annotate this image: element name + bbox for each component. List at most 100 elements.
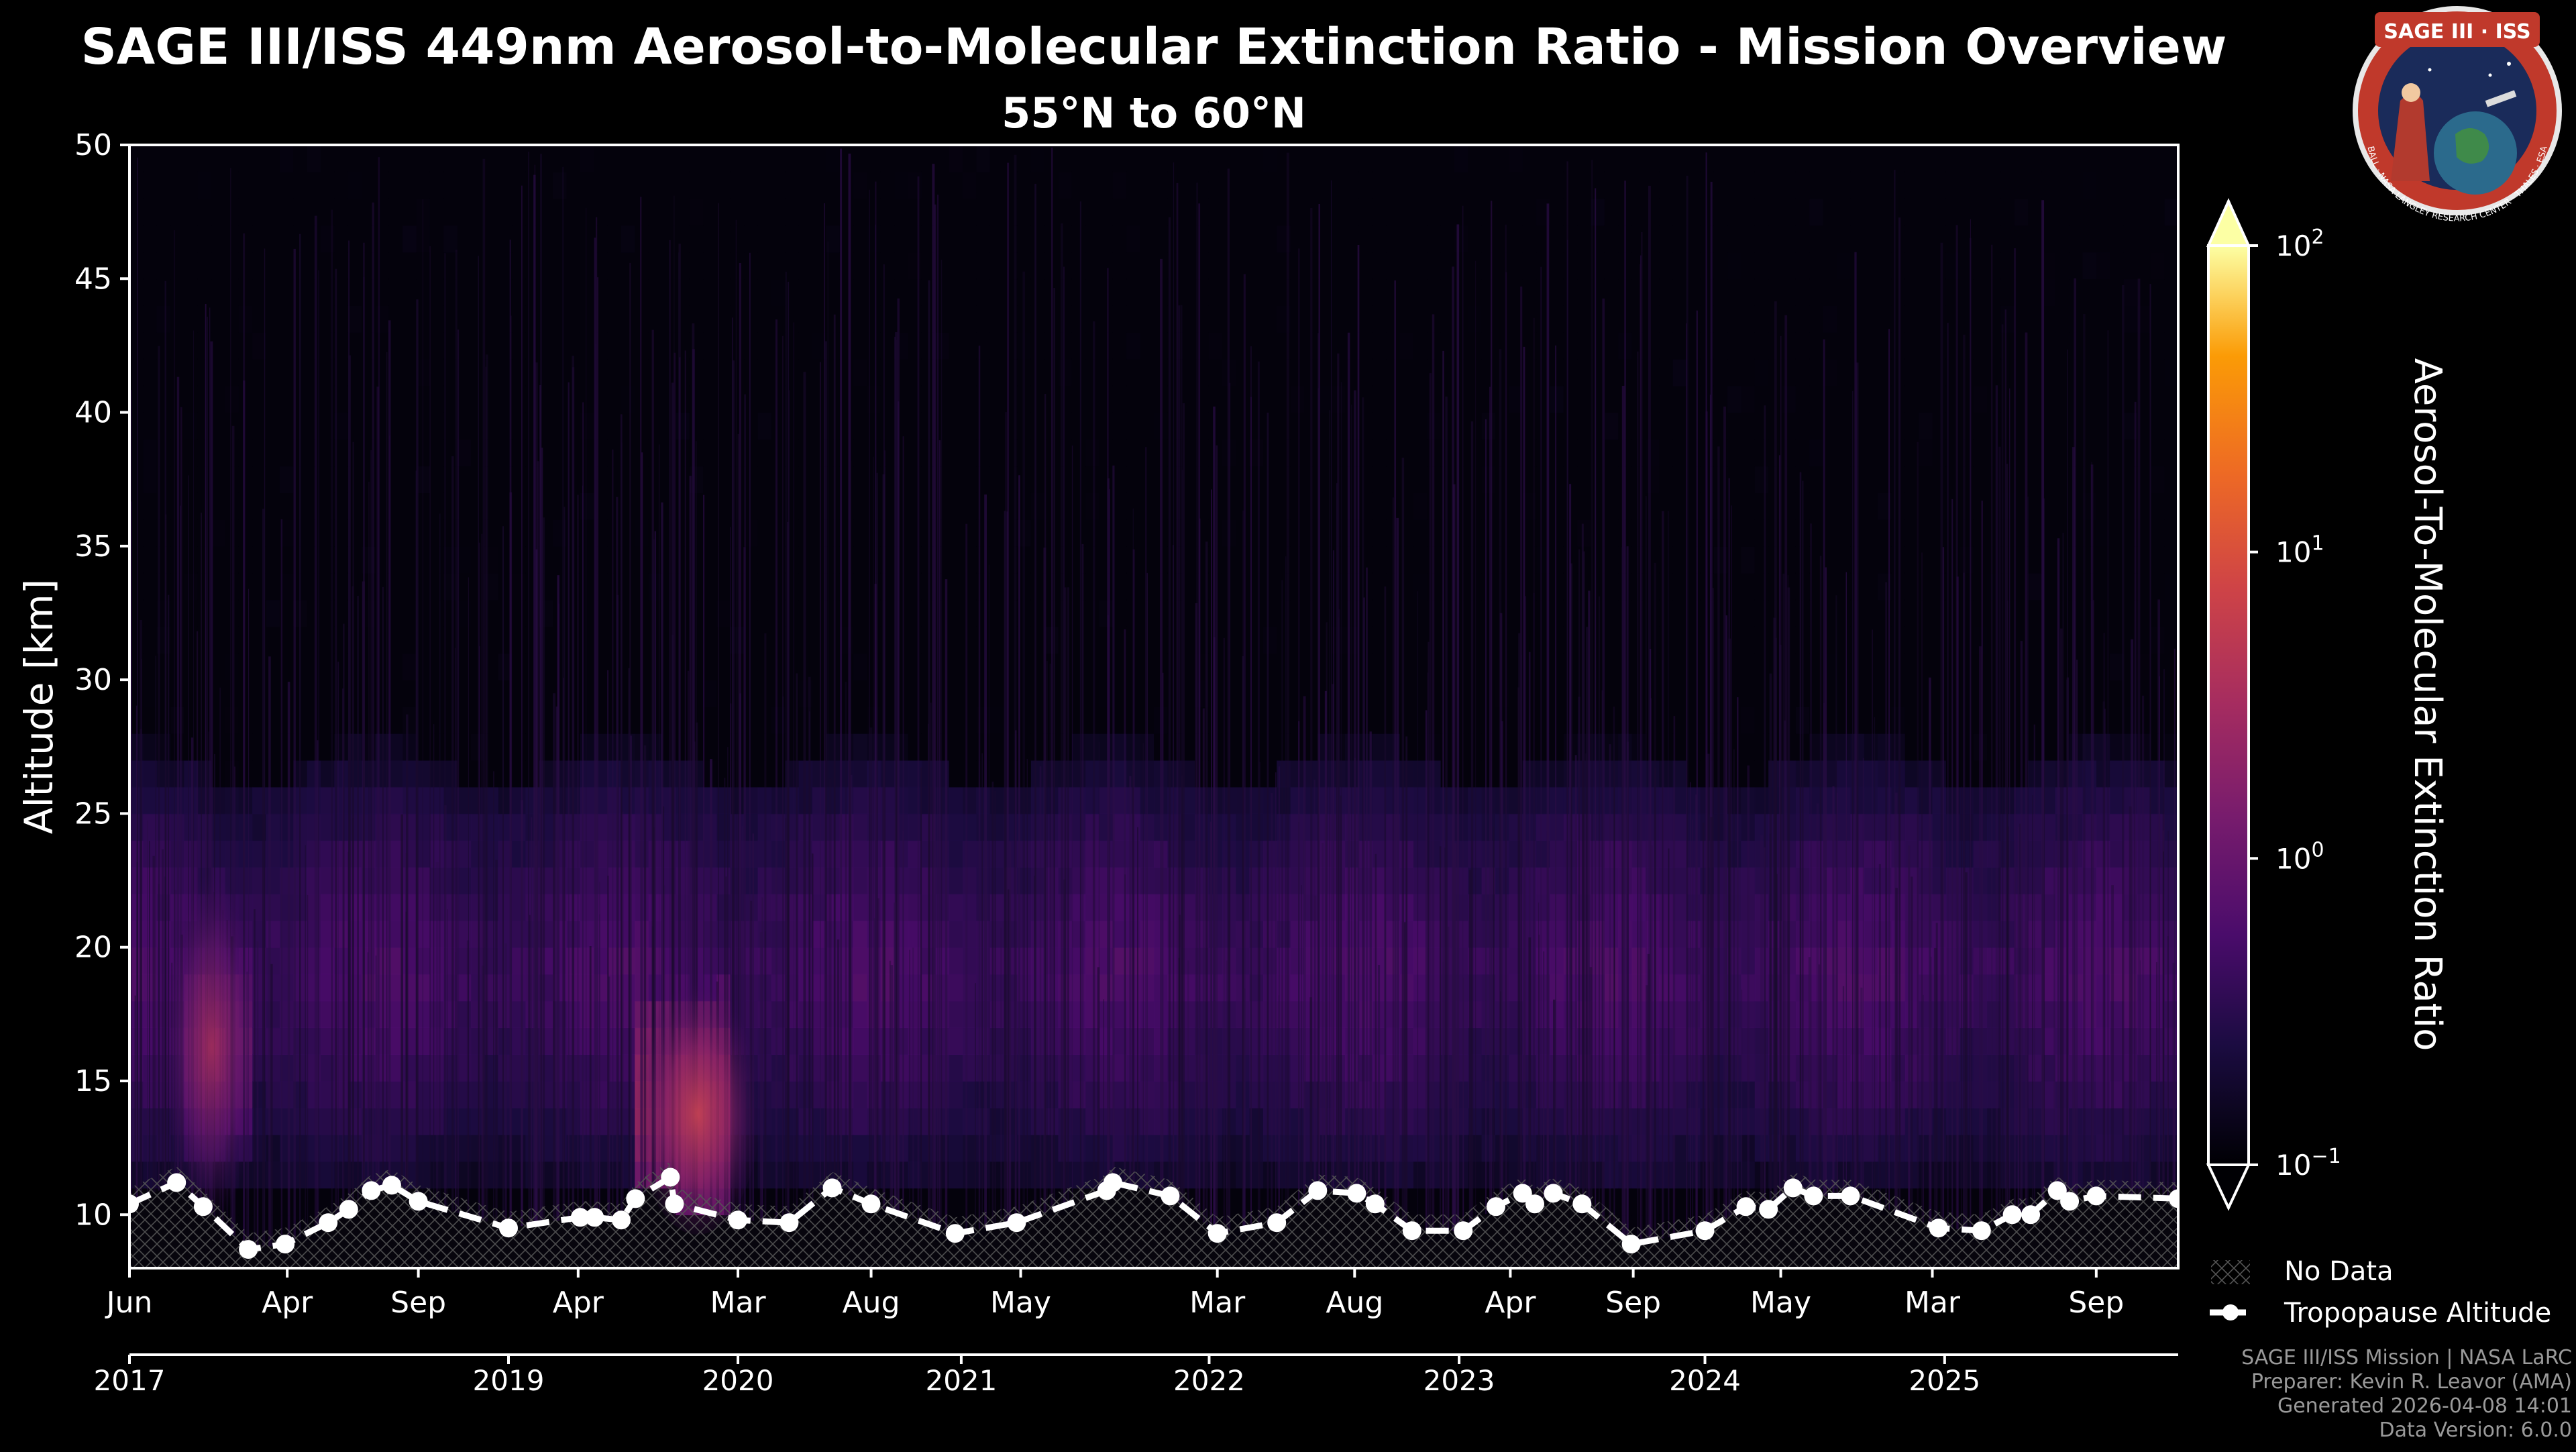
heatmap-cell bbox=[362, 546, 376, 574]
heatmap-cell bbox=[1071, 1081, 1086, 1108]
heatmap-cell bbox=[143, 733, 158, 761]
heatmap-cell bbox=[184, 305, 199, 333]
heatmap-cell bbox=[143, 252, 158, 280]
heatmap-cell bbox=[266, 492, 280, 520]
heatmap-cell bbox=[211, 626, 226, 654]
heatmap-cell bbox=[853, 466, 868, 493]
heatmap-cell bbox=[1823, 278, 1837, 306]
heatmap-cell bbox=[143, 171, 158, 199]
heatmap-cell bbox=[388, 599, 403, 627]
heatmap-cell bbox=[949, 1027, 963, 1055]
heatmap-cell bbox=[1427, 225, 1442, 253]
heatmap-cell bbox=[1686, 278, 1701, 306]
heatmap-cell bbox=[321, 599, 335, 627]
heatmap-cell bbox=[129, 680, 144, 707]
heatmap-cell bbox=[457, 813, 472, 841]
heatmap-cell bbox=[1631, 840, 1646, 868]
heatmap-cell bbox=[812, 1107, 827, 1135]
heatmap-cell bbox=[484, 278, 499, 306]
heatmap-cell bbox=[853, 760, 868, 788]
heatmap-cell bbox=[457, 252, 472, 280]
heatmap-cell bbox=[280, 358, 294, 386]
heatmap-cell bbox=[1071, 145, 1086, 172]
heatmap-cell bbox=[362, 1000, 376, 1029]
heatmap-cell bbox=[1030, 599, 1045, 627]
heatmap-cell bbox=[1659, 599, 1674, 627]
heatmap-cell bbox=[1550, 786, 1564, 815]
heatmap-cell bbox=[1126, 332, 1141, 360]
heatmap-cell bbox=[443, 225, 458, 253]
heatmap-cell bbox=[826, 492, 841, 520]
heatmap-cell bbox=[184, 252, 199, 280]
heatmap-cell bbox=[648, 225, 663, 253]
heatmap-cell bbox=[539, 332, 553, 360]
heatmap-cell bbox=[1522, 198, 1537, 226]
heatmap-cell bbox=[416, 278, 431, 306]
heatmap-cell bbox=[1167, 305, 1182, 333]
heatmap-cell bbox=[812, 1000, 827, 1029]
heatmap-cell bbox=[362, 1134, 376, 1162]
heatmap-cell bbox=[1112, 492, 1128, 520]
heatmap-cell bbox=[853, 894, 868, 921]
heatmap-cell bbox=[1017, 733, 1032, 761]
heatmap-cell bbox=[307, 653, 321, 680]
heatmap-cell bbox=[321, 813, 335, 841]
heatmap-cell bbox=[1208, 412, 1223, 440]
heatmap-cell bbox=[1754, 145, 1769, 172]
heatmap-cell bbox=[1672, 599, 1687, 627]
heatmap-cell bbox=[716, 920, 731, 948]
heatmap-cell bbox=[976, 385, 991, 413]
chart-title: SAGE III/ISS 449nm Aerosol-to-Molecular … bbox=[81, 18, 2227, 76]
heatmap-cell bbox=[1686, 1107, 1701, 1135]
heatmap-cell bbox=[716, 332, 731, 360]
heatmap-cell bbox=[211, 707, 226, 734]
heatmap-cell bbox=[1468, 572, 1483, 601]
heatmap-cell bbox=[1672, 439, 1687, 467]
heatmap-cell bbox=[416, 145, 431, 172]
heatmap-cell bbox=[826, 680, 841, 707]
heatmap-cell bbox=[1167, 867, 1182, 894]
heatmap-cell bbox=[1481, 145, 1496, 172]
heatmap-cell bbox=[416, 358, 431, 386]
heatmap-cell bbox=[880, 439, 895, 467]
heatmap-cell bbox=[1085, 867, 1100, 894]
heatmap-cell bbox=[1481, 385, 1496, 413]
heatmap-cell bbox=[1713, 358, 1728, 386]
heatmap-cell bbox=[1686, 1027, 1701, 1055]
heatmap-cell bbox=[798, 225, 813, 253]
heatmap-cell bbox=[1030, 358, 1045, 386]
heatmap-cell bbox=[129, 439, 144, 467]
heatmap-cell bbox=[1017, 1161, 1032, 1189]
heatmap-cell bbox=[635, 278, 649, 306]
heatmap-cell bbox=[1413, 171, 1428, 199]
heatmap-cell bbox=[1290, 707, 1305, 734]
heatmap-cell bbox=[1399, 492, 1414, 520]
heatmap-cell bbox=[1550, 145, 1564, 172]
heatmap-cell bbox=[334, 1134, 349, 1162]
heatmap-cell bbox=[1017, 385, 1032, 413]
heatmap-cell bbox=[1386, 145, 1401, 172]
heatmap-cell bbox=[1454, 1161, 1469, 1189]
heatmap-cell bbox=[307, 145, 321, 172]
heatmap-cell bbox=[1631, 145, 1646, 172]
heatmap-cell bbox=[1659, 1081, 1674, 1108]
heatmap-cell bbox=[553, 332, 568, 360]
heatmap-cell bbox=[129, 171, 144, 199]
heatmap-cell bbox=[1823, 332, 1837, 360]
heatmap-cell bbox=[1481, 358, 1496, 386]
heatmap-cell bbox=[1454, 760, 1469, 788]
heatmap-cell bbox=[1345, 920, 1360, 948]
heatmap-cell bbox=[826, 974, 841, 1002]
heatmap-cell bbox=[457, 680, 472, 707]
heatmap-cell bbox=[1399, 225, 1414, 253]
heatmap-cell bbox=[963, 813, 977, 841]
heatmap-cell bbox=[594, 198, 608, 226]
heatmap-cell bbox=[1030, 225, 1045, 253]
heatmap-cell bbox=[963, 171, 977, 199]
heatmap-cell bbox=[252, 332, 267, 360]
heatmap-cell bbox=[1358, 492, 1373, 520]
heatmap-cell bbox=[1290, 466, 1305, 493]
heatmap-cell bbox=[1809, 439, 1824, 467]
heatmap-cell bbox=[553, 492, 568, 520]
heatmap-cell bbox=[1659, 1027, 1674, 1055]
